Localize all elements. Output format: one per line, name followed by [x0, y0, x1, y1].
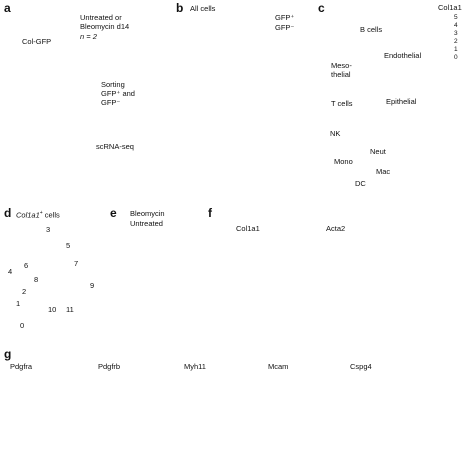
colorbar-tick: 3 [454, 30, 458, 37]
cluster-label: 11 [66, 305, 74, 314]
legend-label-gfp-pos: GFP⁺ [275, 13, 295, 22]
panel-e-letter: e [110, 206, 117, 220]
n-label: n = 2 [80, 32, 97, 41]
label-meso-2: thelial [331, 70, 351, 79]
gene-title-pdgfrb: Pdgfrb [98, 362, 121, 371]
label-mono: Mono [334, 157, 353, 166]
colorbar-tick: 5 [454, 14, 458, 21]
label-epithelial: Epithelial [386, 97, 417, 106]
label-t-cells: T cells [331, 99, 353, 108]
gene-title-mcam: Mcam [268, 362, 289, 371]
sorting-line1: Sorting [101, 80, 125, 89]
mouse-label: Col-GFP [22, 37, 52, 46]
panel-c-letter: c [318, 1, 325, 15]
cluster-label: 0 [20, 321, 25, 330]
sorting-line2: GFP⁺ and [101, 89, 135, 98]
gene-title-col1a1: Col1a1 [236, 224, 260, 233]
panel-b-letter: b [176, 1, 184, 15]
cluster-label: 2 [22, 287, 27, 296]
colorbar-tick: 2 [454, 38, 458, 45]
cluster-label: 5 [66, 241, 71, 250]
label-b-cells: B cells [360, 25, 383, 34]
panel-d-letter: d [4, 206, 12, 220]
panel-d-title-sup: + [39, 210, 43, 216]
cluster-label: 6 [24, 261, 29, 270]
panel-d-title: Col1a1+ cells [16, 209, 60, 220]
cluster-label: 4 [8, 267, 13, 276]
cluster-label: 7 [74, 259, 79, 268]
panel-d-title-gene: Col1a1 [16, 210, 40, 220]
gene-title-cspg4: Cspg4 [350, 362, 372, 371]
colorbar-title: Col1a1 [438, 3, 462, 12]
gene-title-pdgfra: Pdgfra [10, 362, 33, 371]
panel-a-letter: a [4, 1, 11, 15]
colorbar-tick: 0 [454, 54, 458, 61]
legend-label-gfp-neg: GFP⁻ [275, 23, 295, 32]
cluster-label: 8 [34, 275, 39, 284]
label-mac: Mac [376, 167, 391, 176]
method-label: scRNA-seq [96, 142, 134, 151]
legend-label-bleomycin: Bleomycin [130, 209, 165, 218]
cluster-label: 9 [90, 281, 95, 290]
panel-b-title: All cells [190, 4, 216, 13]
gene-title-myh11: Myh11 [184, 362, 206, 371]
colorbar-tick: 4 [454, 22, 458, 29]
cluster-label: 3 [46, 225, 51, 234]
label-endothelial: Endothelial [384, 51, 422, 60]
label-meso-1: Meso- [331, 61, 352, 70]
condition-line1: Untreated or [80, 13, 122, 22]
label-neut: Neut [370, 147, 386, 156]
condition-line2: Bleomycin d14 [80, 22, 130, 31]
cluster-label: 1 [16, 299, 21, 308]
panel-f-letter: f [208, 206, 212, 220]
label-nk: NK [330, 129, 341, 138]
legend-label-untreated: Untreated [130, 219, 163, 228]
cluster-label: 10 [48, 305, 57, 314]
gene-title-acta2: Acta2 [326, 224, 346, 233]
panel-g-letter: g [4, 347, 12, 361]
colorbar-tick: 1 [454, 46, 458, 53]
panel-d-title-rest: cells [42, 210, 60, 220]
sorting-line3: GFP⁻ [101, 98, 121, 107]
label-dc: DC [355, 179, 366, 188]
